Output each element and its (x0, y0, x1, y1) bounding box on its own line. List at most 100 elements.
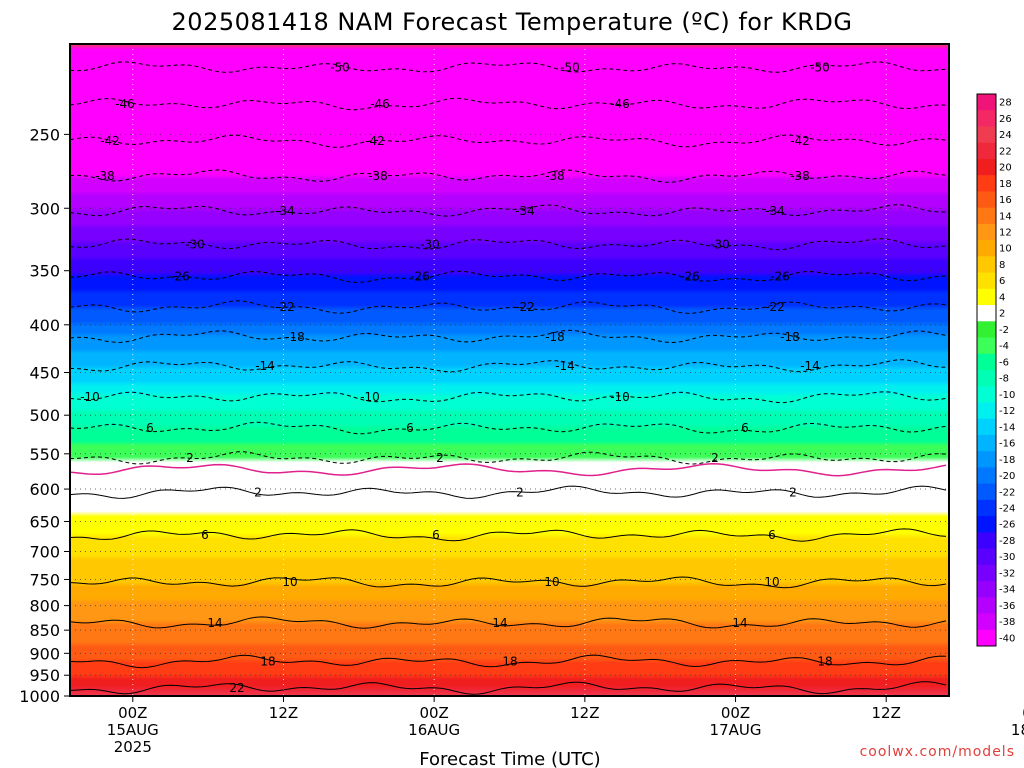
isotherm-10 (70, 576, 947, 589)
isotherm--42 (70, 134, 947, 148)
isotherm-label: 6 (406, 421, 414, 435)
isotherm-label: -22 (515, 300, 535, 314)
isotherm-label: 6 (768, 528, 776, 542)
x-tick-label: 18AUG (1011, 721, 1024, 739)
colorbar-swatch (977, 142, 996, 160)
isotherm-label: -42 (100, 134, 120, 148)
isotherm-label: -30 (710, 237, 730, 251)
colorbar-label: 14 (999, 211, 1012, 222)
isotherm-label: -26 (770, 269, 790, 283)
isotherm-18 (70, 654, 947, 669)
colorbar-label: 20 (999, 163, 1012, 174)
isotherm-label: -26 (680, 269, 700, 283)
isotherm-contours: -50 -50 -50 -46 -46 -46 -42 -42 -42 -38 -38 -38 -38 -… (70, 61, 947, 695)
colorbar-label: 18 (999, 179, 1012, 190)
isotherm-label: 6 (432, 528, 440, 542)
isotherm-label: -10 (360, 390, 380, 404)
isotherm-label: 18 (260, 654, 275, 668)
colorbar-label: -4 (999, 341, 1009, 352)
y-tick-label: 600 (29, 480, 60, 499)
colorbar-label: -40 (999, 633, 1015, 644)
isotherm-label: -42 (790, 134, 810, 148)
chart-title: 2025081418 NAM Forecast Temperature (ºC)… (172, 8, 853, 36)
colorbar-swatch (977, 516, 996, 533)
x-tick-label: 00Z (118, 704, 147, 722)
isotherm-2 (70, 451, 947, 465)
colorbar-label: -22 (999, 487, 1015, 498)
colorbar-label: -28 (999, 536, 1015, 547)
isotherm-label: 6 (201, 528, 209, 542)
colorbar-swatch (977, 564, 996, 582)
x-tick-label: 12Z (269, 704, 298, 722)
x-tick-label: 00Z (419, 704, 448, 722)
y-tick-label: 300 (29, 199, 60, 218)
colorbar-label: -6 (999, 357, 1009, 368)
colorbar-swatch (977, 386, 996, 403)
colorbar-swatch (977, 548, 996, 566)
isotherm-22 (70, 681, 947, 695)
isotherm-label: -46 (115, 97, 135, 111)
isotherm-label: 10 (544, 575, 559, 589)
colorbar-swatch (977, 126, 996, 144)
colorbar-swatch (977, 629, 996, 647)
colorbar-label: 6 (999, 276, 1005, 287)
isotherm-label: -38 (368, 169, 388, 183)
y-tick-label: 850 (29, 621, 60, 640)
colorbar-swatch (977, 467, 996, 485)
colorbar-label: -14 (999, 422, 1015, 433)
isotherm-label: 14 (732, 616, 747, 630)
y-tick-label: 950 (29, 666, 60, 685)
colorbar-label: -12 (999, 406, 1015, 417)
colorbar-swatch (977, 581, 996, 598)
isotherm-label: -26 (410, 269, 430, 283)
y-tick-label: 500 (29, 406, 60, 425)
y-tick-label: 800 (29, 597, 60, 616)
colorbar-label: -16 (999, 439, 1015, 450)
isotherm-label: -50 (810, 61, 830, 75)
colorbar-label: -18 (999, 455, 1015, 466)
colorbar-label: 4 (999, 292, 1005, 303)
colorbar-swatch (977, 597, 996, 615)
isotherm-label: -46 (610, 97, 630, 111)
colorbar-swatch (977, 110, 996, 127)
isotherm--46 (70, 97, 947, 111)
colorbar-swatch (977, 353, 996, 371)
isotherm--14 (70, 359, 947, 373)
y-tick-label: 350 (29, 262, 60, 281)
colorbar-swatch (977, 94, 996, 111)
isotherm--18 (70, 329, 947, 344)
isotherm-label: 18 (502, 654, 517, 668)
isotherm-label: -38 (545, 169, 565, 183)
colorbar-swatch (977, 321, 996, 339)
isotherm-label: -34 (515, 204, 535, 218)
x-tick-label: 12Z (872, 704, 901, 722)
x-tick-label: 00Z (1022, 704, 1024, 722)
isotherm-label: 10 (764, 575, 779, 589)
colorbar-swatch (977, 532, 996, 550)
colorbar-label: -36 (999, 601, 1015, 612)
y-tick-label: 900 (29, 644, 60, 663)
isotherm-2 (70, 485, 947, 499)
isotherm-label: -34 (275, 204, 295, 218)
y-axis: 250 300 350 400 450 500 550 600 650 700 750 800 850 9… (19, 125, 70, 706)
isotherm-label: -38 (790, 169, 810, 183)
isotherm-label: 6 (146, 421, 154, 435)
grid-lines (70, 44, 949, 696)
isotherm--30 (70, 238, 947, 251)
x-tick-label: 00Z (721, 704, 750, 722)
x-axis: 00Z15AUG202512Z00Z16AUG12Z00Z17AUG12Z00Z… (107, 696, 1024, 756)
colorbar-label: 26 (999, 114, 1012, 125)
isotherm-label: 2 (186, 451, 194, 465)
colorbar-label: -38 (999, 617, 1015, 628)
isotherm-label: -18 (780, 330, 800, 344)
isotherm-label: -14 (255, 359, 275, 373)
colorbar-swatch (977, 337, 996, 355)
isotherm-label: 10 (282, 575, 297, 589)
x-tick-label: 17AUG (710, 721, 762, 739)
colorbar-swatch (977, 499, 996, 517)
colorbar-swatch (977, 223, 996, 241)
colorbar-swatch (977, 256, 996, 274)
colorbar-label: -32 (999, 568, 1015, 579)
x-axis-label: Forecast Time (UTC) (419, 749, 600, 768)
